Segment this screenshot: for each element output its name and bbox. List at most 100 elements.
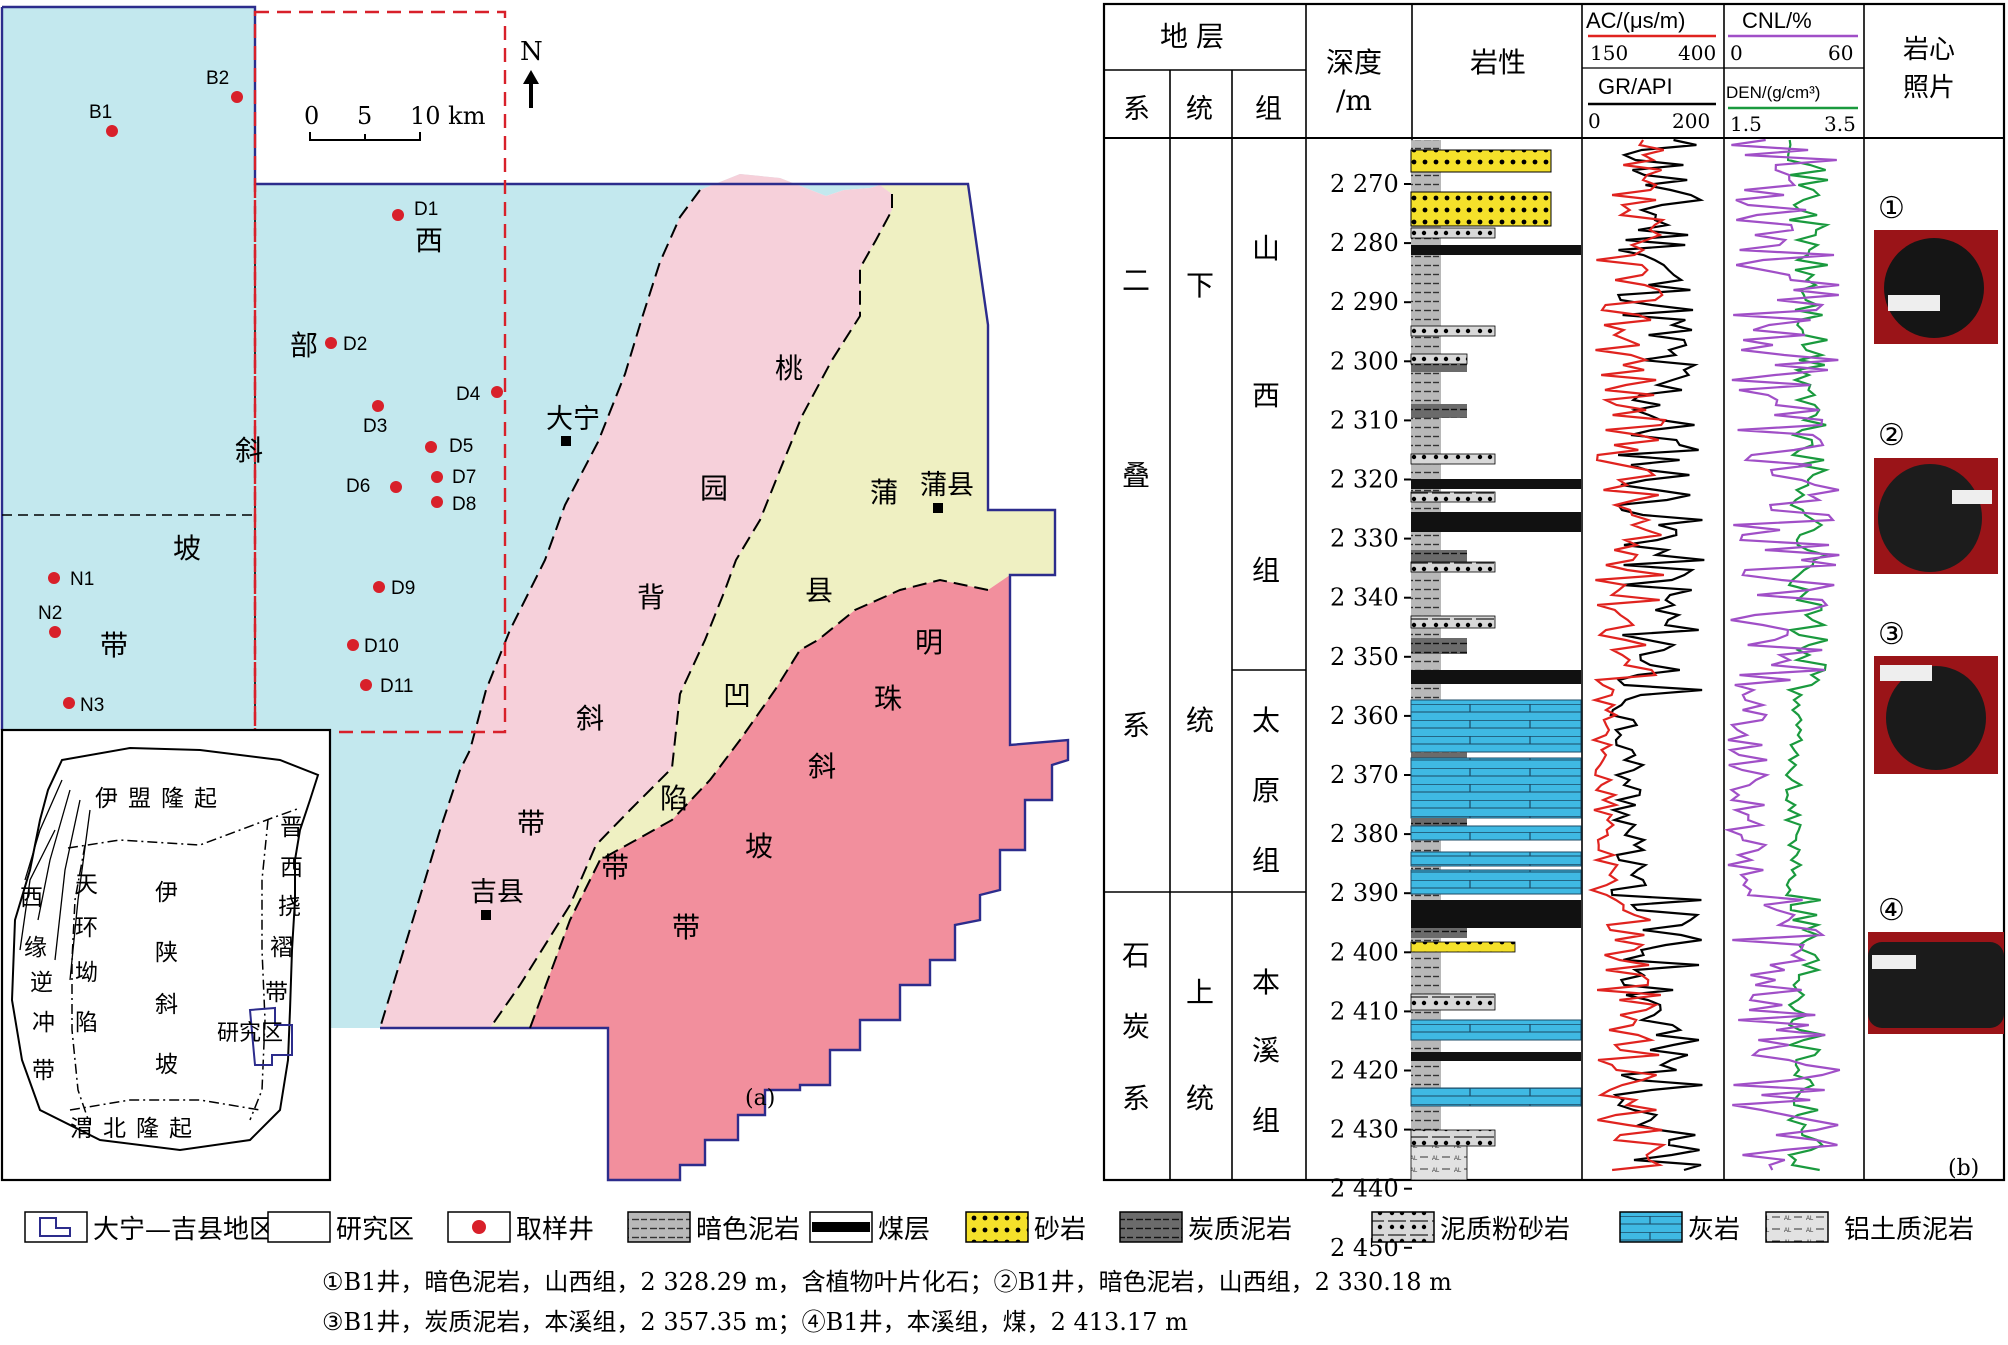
- svg-text:灰岩: 灰岩: [1688, 1215, 1740, 1245]
- svg-text:N1: N1: [70, 569, 94, 590]
- svg-text:10 km: 10 km: [410, 102, 486, 130]
- svg-text:N: N: [520, 37, 543, 67]
- zone-label-puxian-3: 凹: [723, 679, 751, 712]
- depth-tick-label: 2 290: [1330, 288, 1399, 316]
- depth-tick-label: 2 350: [1330, 643, 1399, 671]
- photo-label-3: ③: [1878, 617, 1905, 652]
- svg-text:D10: D10: [364, 636, 399, 657]
- svg-text:带: 带: [32, 1058, 55, 1084]
- depth-tick-label: 2 420: [1330, 1057, 1399, 1085]
- well-D5: D5: [425, 436, 473, 457]
- header-ac: AC/(μs/m): [1586, 8, 1685, 33]
- svg-text:伊盟隆起: 伊盟隆起: [95, 786, 227, 812]
- svg-text:1.5: 1.5: [1730, 112, 1762, 136]
- svg-text:泥质粉砂岩: 泥质粉砂岩: [1440, 1215, 1570, 1245]
- well-D3: D3: [363, 400, 387, 437]
- depth-tick-label: 2 400: [1330, 938, 1399, 966]
- svg-text:铝土质泥岩: 铝土质泥岩: [1844, 1215, 1974, 1245]
- well-D1: D1: [392, 199, 438, 221]
- formation-benxi-3: 组: [1252, 1104, 1280, 1137]
- svg-text:400: 400: [1678, 41, 1716, 65]
- svg-text:坳: 坳: [75, 960, 98, 986]
- well-N2: N2: [38, 603, 62, 638]
- zone-label-mingzhu-3: 斜: [808, 750, 836, 783]
- depth-tick-label: 2 310: [1330, 406, 1399, 434]
- well-B2: B2: [206, 68, 243, 103]
- svg-text:0: 0: [1730, 41, 1743, 65]
- formation-shanxi-1: 山: [1252, 232, 1280, 265]
- svg-text:D2: D2: [343, 334, 367, 355]
- formation-taiyuan-1: 太: [1252, 704, 1280, 737]
- svg-text:陷: 陷: [75, 1010, 98, 1036]
- inset-map: 伊盟隆起 渭北隆起 伊 陕 斜 坡 西 缘 逆 冲 带 天 环 坳 陷 晋 西 …: [0, 728, 332, 1182]
- svg-text:坡: 坡: [155, 1052, 178, 1078]
- panel-label-a: (a): [745, 1086, 775, 1111]
- system-carb-1: 石: [1122, 939, 1150, 972]
- well-D2: D2: [325, 334, 367, 355]
- svg-text:200: 200: [1672, 109, 1710, 133]
- legend-item-dark-mud: 暗色泥岩: [627, 1211, 800, 1245]
- zone-label-west-1: 西: [415, 224, 443, 257]
- svg-text:D9: D9: [391, 578, 415, 599]
- well-D8: D8: [431, 494, 476, 515]
- svg-text:环: 环: [75, 915, 98, 941]
- header-den: DEN/(g/cm³): [1726, 83, 1820, 102]
- svg-text:暗色泥岩: 暗色泥岩: [696, 1215, 800, 1245]
- svg-text:炭质泥岩: 炭质泥岩: [1188, 1215, 1292, 1245]
- scale-bar: 0 5 10 km: [304, 102, 486, 141]
- depth-tick-label: 2 390: [1330, 879, 1399, 907]
- city-jixian: 吉县: [470, 877, 524, 920]
- svg-text:大宁: 大宁: [546, 404, 600, 435]
- zone-label-west-4: 坡: [173, 532, 201, 565]
- note-line-1: ①B1井，暗色泥岩，山西组，2 328.29 m，含植物叶片化石；②B1井，暗色…: [322, 1268, 1452, 1296]
- svg-text:褶: 褶: [270, 935, 293, 961]
- svg-text:砂岩: 砂岩: [1034, 1215, 1086, 1245]
- north-arrow-icon: N: [520, 37, 543, 108]
- svg-text:D4: D4: [456, 384, 481, 405]
- svg-text:大宁—吉县地区: 大宁—吉县地区: [93, 1215, 275, 1245]
- svg-text:天: 天: [75, 872, 98, 898]
- svg-text:带: 带: [265, 980, 288, 1006]
- formation-taiyuan-2: 原: [1252, 774, 1280, 807]
- header-formation: 组: [1255, 94, 1282, 125]
- zone-mingzhu-slope: [530, 575, 1068, 1180]
- well-D11: D11: [360, 676, 413, 697]
- legend-item-bauxite: 铝土质泥岩: [1765, 1211, 1974, 1245]
- svg-text:研究区: 研究区: [336, 1215, 414, 1245]
- formation-benxi-1: 本: [1252, 966, 1280, 999]
- svg-text:D11: D11: [380, 676, 413, 697]
- system-permian-3: 系: [1122, 709, 1150, 742]
- header-strata: 地层: [1160, 20, 1232, 53]
- system-carb-2: 炭: [1122, 1010, 1150, 1043]
- header-depth: 深度: [1326, 46, 1382, 79]
- zone-puxian-depression: [490, 184, 1055, 1028]
- photo-label-4: ④: [1878, 893, 1905, 928]
- header-gr: GR/API: [1598, 74, 1673, 99]
- photo-label-1: ①: [1878, 191, 1905, 226]
- svg-text:渭北隆起: 渭北隆起: [70, 1116, 202, 1142]
- svg-text:伊: 伊: [155, 880, 178, 906]
- zone-label-west-2: 部: [290, 329, 318, 362]
- svg-text:3.5: 3.5: [1824, 112, 1856, 136]
- formation-taiyuan-3: 组: [1252, 844, 1280, 877]
- svg-text:D3: D3: [363, 416, 387, 437]
- depth-tick-label: 2 370: [1330, 761, 1399, 789]
- svg-text:B2: B2: [206, 68, 229, 89]
- series-upper-2: 统: [1186, 1082, 1214, 1115]
- photo-label-2: ②: [1878, 418, 1905, 453]
- zone-label-taoyuan-1: 桃: [775, 352, 803, 385]
- header-series: 统: [1186, 94, 1213, 125]
- svg-text:D8: D8: [452, 494, 476, 515]
- well-D9: D9: [373, 578, 415, 599]
- depth-tick-label: 2 340: [1330, 584, 1399, 612]
- formation-benxi-2: 溪: [1252, 1034, 1280, 1067]
- svg-text:N3: N3: [80, 695, 104, 716]
- header-lithology: 岩性: [1470, 46, 1526, 79]
- legend-item-carb-mud: 炭质泥岩: [1119, 1211, 1292, 1245]
- svg-text:D1: D1: [414, 199, 438, 220]
- legend-item-area: 大宁—吉县地区: [24, 1211, 275, 1245]
- legend-item-coal: 煤层: [809, 1211, 930, 1245]
- depth-tick-label: 2 330: [1330, 525, 1399, 553]
- city-puxian: 蒲县: [920, 470, 974, 513]
- svg-text:晋: 晋: [280, 815, 303, 841]
